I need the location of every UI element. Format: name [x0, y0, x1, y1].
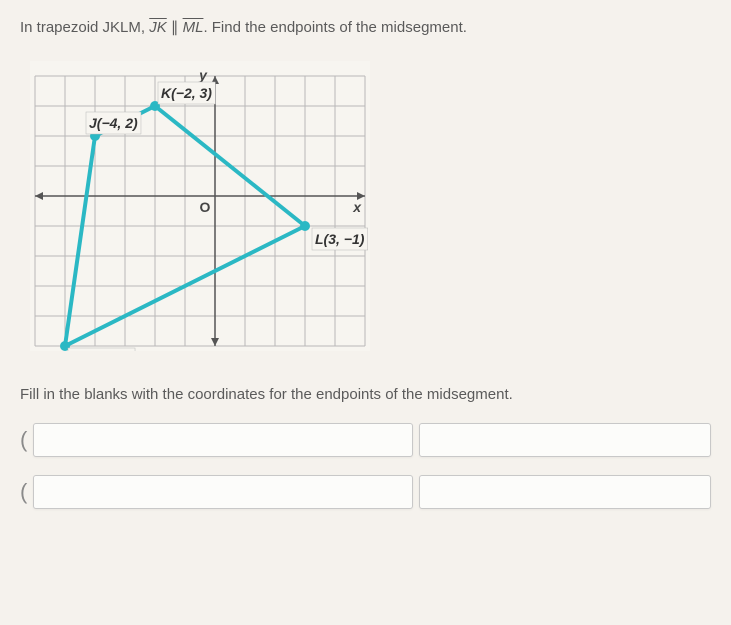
- svg-text:K(−2, 3): K(−2, 3): [161, 85, 212, 101]
- parallel-symbol: ∥: [167, 19, 183, 36]
- coordinate-graph: yxOJ(−4, 2)K(−2, 3)L(3, −1)M(−5, −5): [30, 61, 711, 356]
- paren-left-2: (: [20, 479, 27, 505]
- svg-text:y: y: [198, 67, 208, 83]
- segment-jk: JK: [149, 19, 167, 36]
- svg-text:L(3, −1): L(3, −1): [315, 231, 365, 247]
- svg-text:J(−4, 2): J(−4, 2): [89, 115, 138, 131]
- question-text: In trapezoid JKLM, JK ∥ ML. Find the end…: [20, 18, 711, 36]
- question-suffix: . Find the endpoints of the midsegment.: [203, 19, 467, 36]
- paren-left-1: (: [20, 427, 27, 453]
- question-prefix: In trapezoid JKLM,: [20, 19, 149, 36]
- answer-input-1a[interactable]: [33, 423, 413, 457]
- answer-input-2b[interactable]: [419, 475, 711, 509]
- answer-input-2a[interactable]: [33, 475, 413, 509]
- instruction-text: Fill in the blanks with the coordinates …: [20, 386, 711, 403]
- svg-text:O: O: [200, 199, 211, 215]
- answer-row-1: (: [20, 423, 711, 457]
- graph-svg: yxOJ(−4, 2)K(−2, 3)L(3, −1)M(−5, −5): [30, 61, 370, 351]
- answer-input-1b[interactable]: [419, 423, 711, 457]
- segment-ml: ML: [183, 19, 204, 36]
- answer-row-2: (: [20, 475, 711, 509]
- svg-text:x: x: [352, 199, 362, 215]
